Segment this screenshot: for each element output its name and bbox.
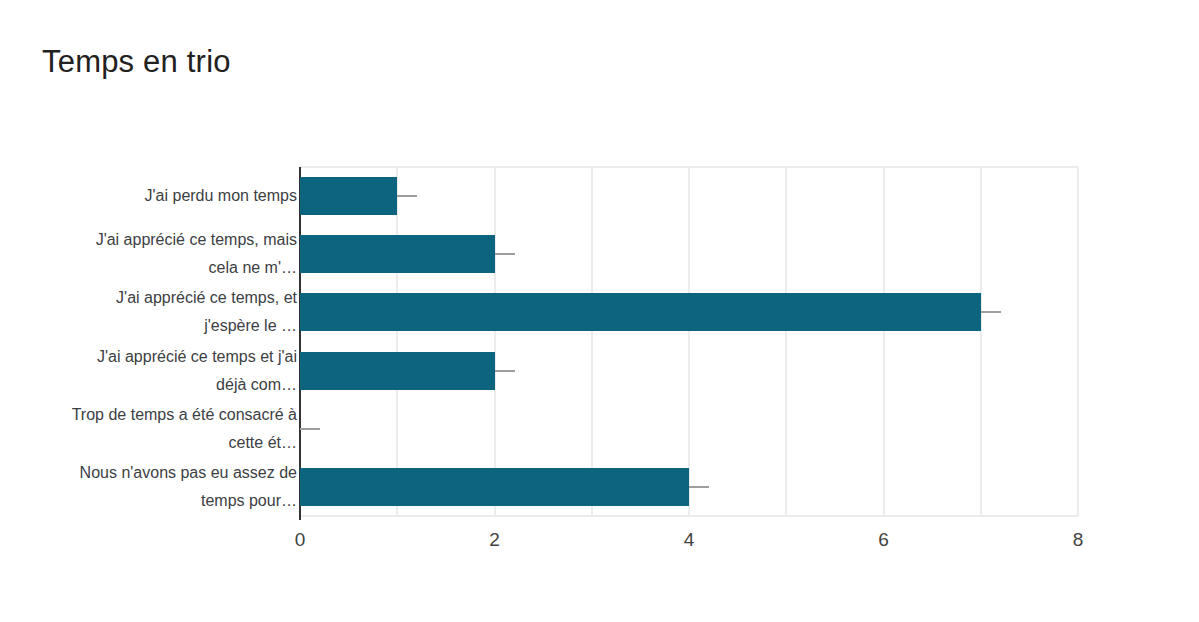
bar-2[interactable]	[300, 293, 981, 331]
bar-3[interactable]	[300, 352, 495, 390]
x-gridline	[1077, 167, 1079, 516]
chart-page: Temps en trio J'ai perdu mon tempsJ'ai a…	[0, 0, 1199, 622]
x-gridline	[688, 167, 690, 516]
x-gridline	[591, 167, 593, 516]
category-label-line: cela ne m'…	[0, 254, 297, 282]
interval-whisker	[689, 486, 709, 488]
x-gridline	[980, 167, 982, 516]
x-gridline	[396, 167, 398, 516]
category-label-line: J'ai apprécié ce temps, et	[0, 284, 297, 312]
category-label: J'ai perdu mon temps	[0, 182, 297, 210]
category-label: J'ai apprécié ce temps, maiscela ne m'…	[0, 226, 297, 282]
x-gridline	[785, 167, 787, 516]
x-gridline	[883, 167, 885, 516]
interval-whisker	[981, 311, 1001, 313]
category-label-line: cette ét…	[0, 429, 297, 457]
category-label-line: J'ai apprécié ce temps et j'ai	[0, 343, 297, 371]
category-label-line: déjà com…	[0, 371, 297, 399]
x-tick-label: 2	[489, 529, 500, 551]
bar-chart: J'ai perdu mon temps J'ai apprécié ce tem…	[0, 0, 1199, 622]
x-tick-label: 0	[295, 529, 306, 551]
bar-5[interactable]	[300, 468, 689, 506]
category-label-line: Nous n'avons pas eu assez de	[0, 459, 297, 487]
x-tick-label: 8	[1073, 529, 1084, 551]
interval-whisker	[495, 253, 515, 255]
category-label: Trop de temps a été consacré àcette ét…	[0, 401, 297, 457]
plot-area-edge	[300, 166, 1078, 168]
category-label-line: temps pour…	[0, 487, 297, 515]
bar-1[interactable]	[300, 235, 495, 273]
interval-whisker	[300, 428, 320, 430]
interval-whisker	[397, 195, 417, 197]
category-label-line: Trop de temps a été consacré à	[0, 401, 297, 429]
bar-0[interactable]	[300, 177, 397, 215]
category-label: Nous n'avons pas eu assez detemps pour…	[0, 459, 297, 515]
category-label: J'ai apprécié ce temps et j'aidéjà com…	[0, 343, 297, 399]
interval-whisker	[495, 370, 515, 372]
x-tick-label: 6	[878, 529, 889, 551]
category-label-line: J'ai perdu mon temps	[0, 182, 297, 210]
category-label: J'ai apprécié ce temps, etj'espère le …	[0, 284, 297, 340]
category-label-line: j'espère le …	[0, 312, 297, 340]
plot-area-edge	[300, 515, 1078, 517]
x-gridline	[494, 167, 496, 516]
x-tick-label: 4	[684, 529, 695, 551]
category-label-line: J'ai apprécié ce temps, mais	[0, 226, 297, 254]
